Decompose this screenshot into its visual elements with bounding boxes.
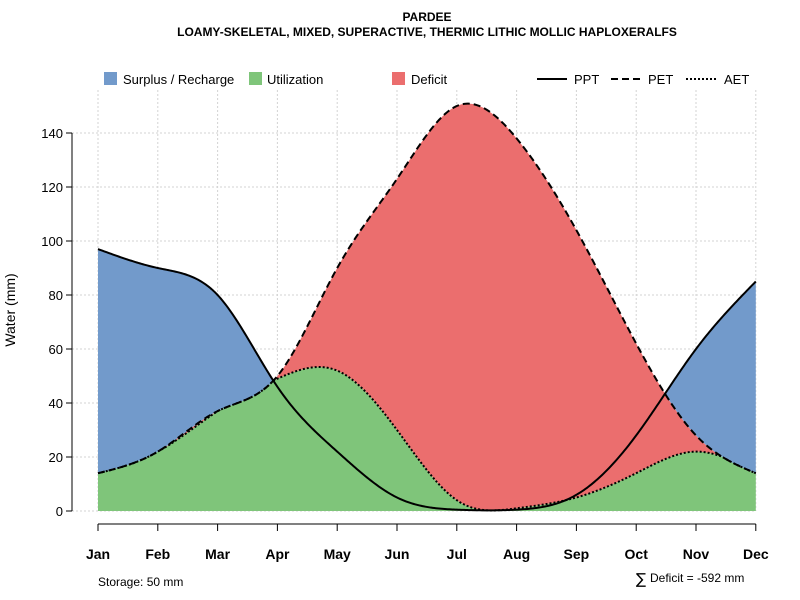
- y-tick-label: 40: [49, 396, 63, 411]
- y-tick-label: 20: [49, 450, 63, 465]
- y-tick-label: 100: [41, 234, 63, 249]
- utilization-area: [98, 367, 756, 511]
- legend-label-pet: PET: [648, 72, 673, 87]
- legend-label-aet: AET: [724, 72, 749, 87]
- legend-label-ppt: PPT: [574, 72, 599, 87]
- y-tick-label: 140: [41, 126, 63, 141]
- surplus-recharge-area: [98, 103, 756, 474]
- legend-label-surplus: Surplus / Recharge: [123, 72, 234, 87]
- x-tick-label-oct: Oct: [625, 546, 649, 562]
- legend-label-deficit: Deficit: [411, 72, 448, 87]
- x-tick-label-jul: Jul: [447, 546, 467, 562]
- sum-symbol: ∑: [636, 570, 646, 588]
- x-tick-label-jan: Jan: [86, 546, 110, 562]
- legend-swatch-utilization: [249, 72, 262, 85]
- legend-swatch-deficit: [392, 72, 405, 85]
- chart-subtitle: LOAMY-SKELETAL, MIXED, SUPERACTIVE, THER…: [177, 25, 677, 39]
- y-axis-title: Water (mm): [2, 273, 18, 346]
- x-tick-label-dec: Dec: [743, 546, 769, 562]
- storage-annotation: Storage: 50 mm: [98, 575, 183, 589]
- legend-label-utilization: Utilization: [267, 72, 323, 87]
- x-tick-label-jun: Jun: [385, 546, 410, 562]
- ppt-line: [97, 248, 757, 512]
- plot-area: 0 20 40 60 80 100 120 140 Jan Feb Mar Apr May Jun Jul A…: [41, 90, 769, 562]
- x-tick-label-aug: Aug: [503, 546, 530, 562]
- x-tick-label-feb: Feb: [145, 546, 170, 562]
- x-tick-label-nov: Nov: [683, 546, 710, 562]
- y-tick-label: 60: [49, 342, 63, 357]
- y-tick-label: 80: [49, 288, 63, 303]
- legend-swatch-surplus: [104, 72, 117, 85]
- aet-line: [97, 366, 757, 512]
- x-tick-label-apr: Apr: [265, 546, 290, 562]
- chart-title: PARDEE: [402, 10, 451, 24]
- deficit-area: [98, 103, 756, 511]
- legend: Surplus / Recharge Utilization Deficit P…: [104, 72, 749, 87]
- y-tick-label: 120: [41, 180, 63, 195]
- x-tick-label-mar: Mar: [205, 546, 230, 562]
- deficit-annotation: Deficit = -592 mm: [650, 571, 744, 585]
- pet-line: [97, 102, 757, 475]
- x-tick-label-sep: Sep: [564, 546, 590, 562]
- x-tick-label-may: May: [324, 546, 351, 562]
- y-tick-label: 0: [56, 504, 63, 519]
